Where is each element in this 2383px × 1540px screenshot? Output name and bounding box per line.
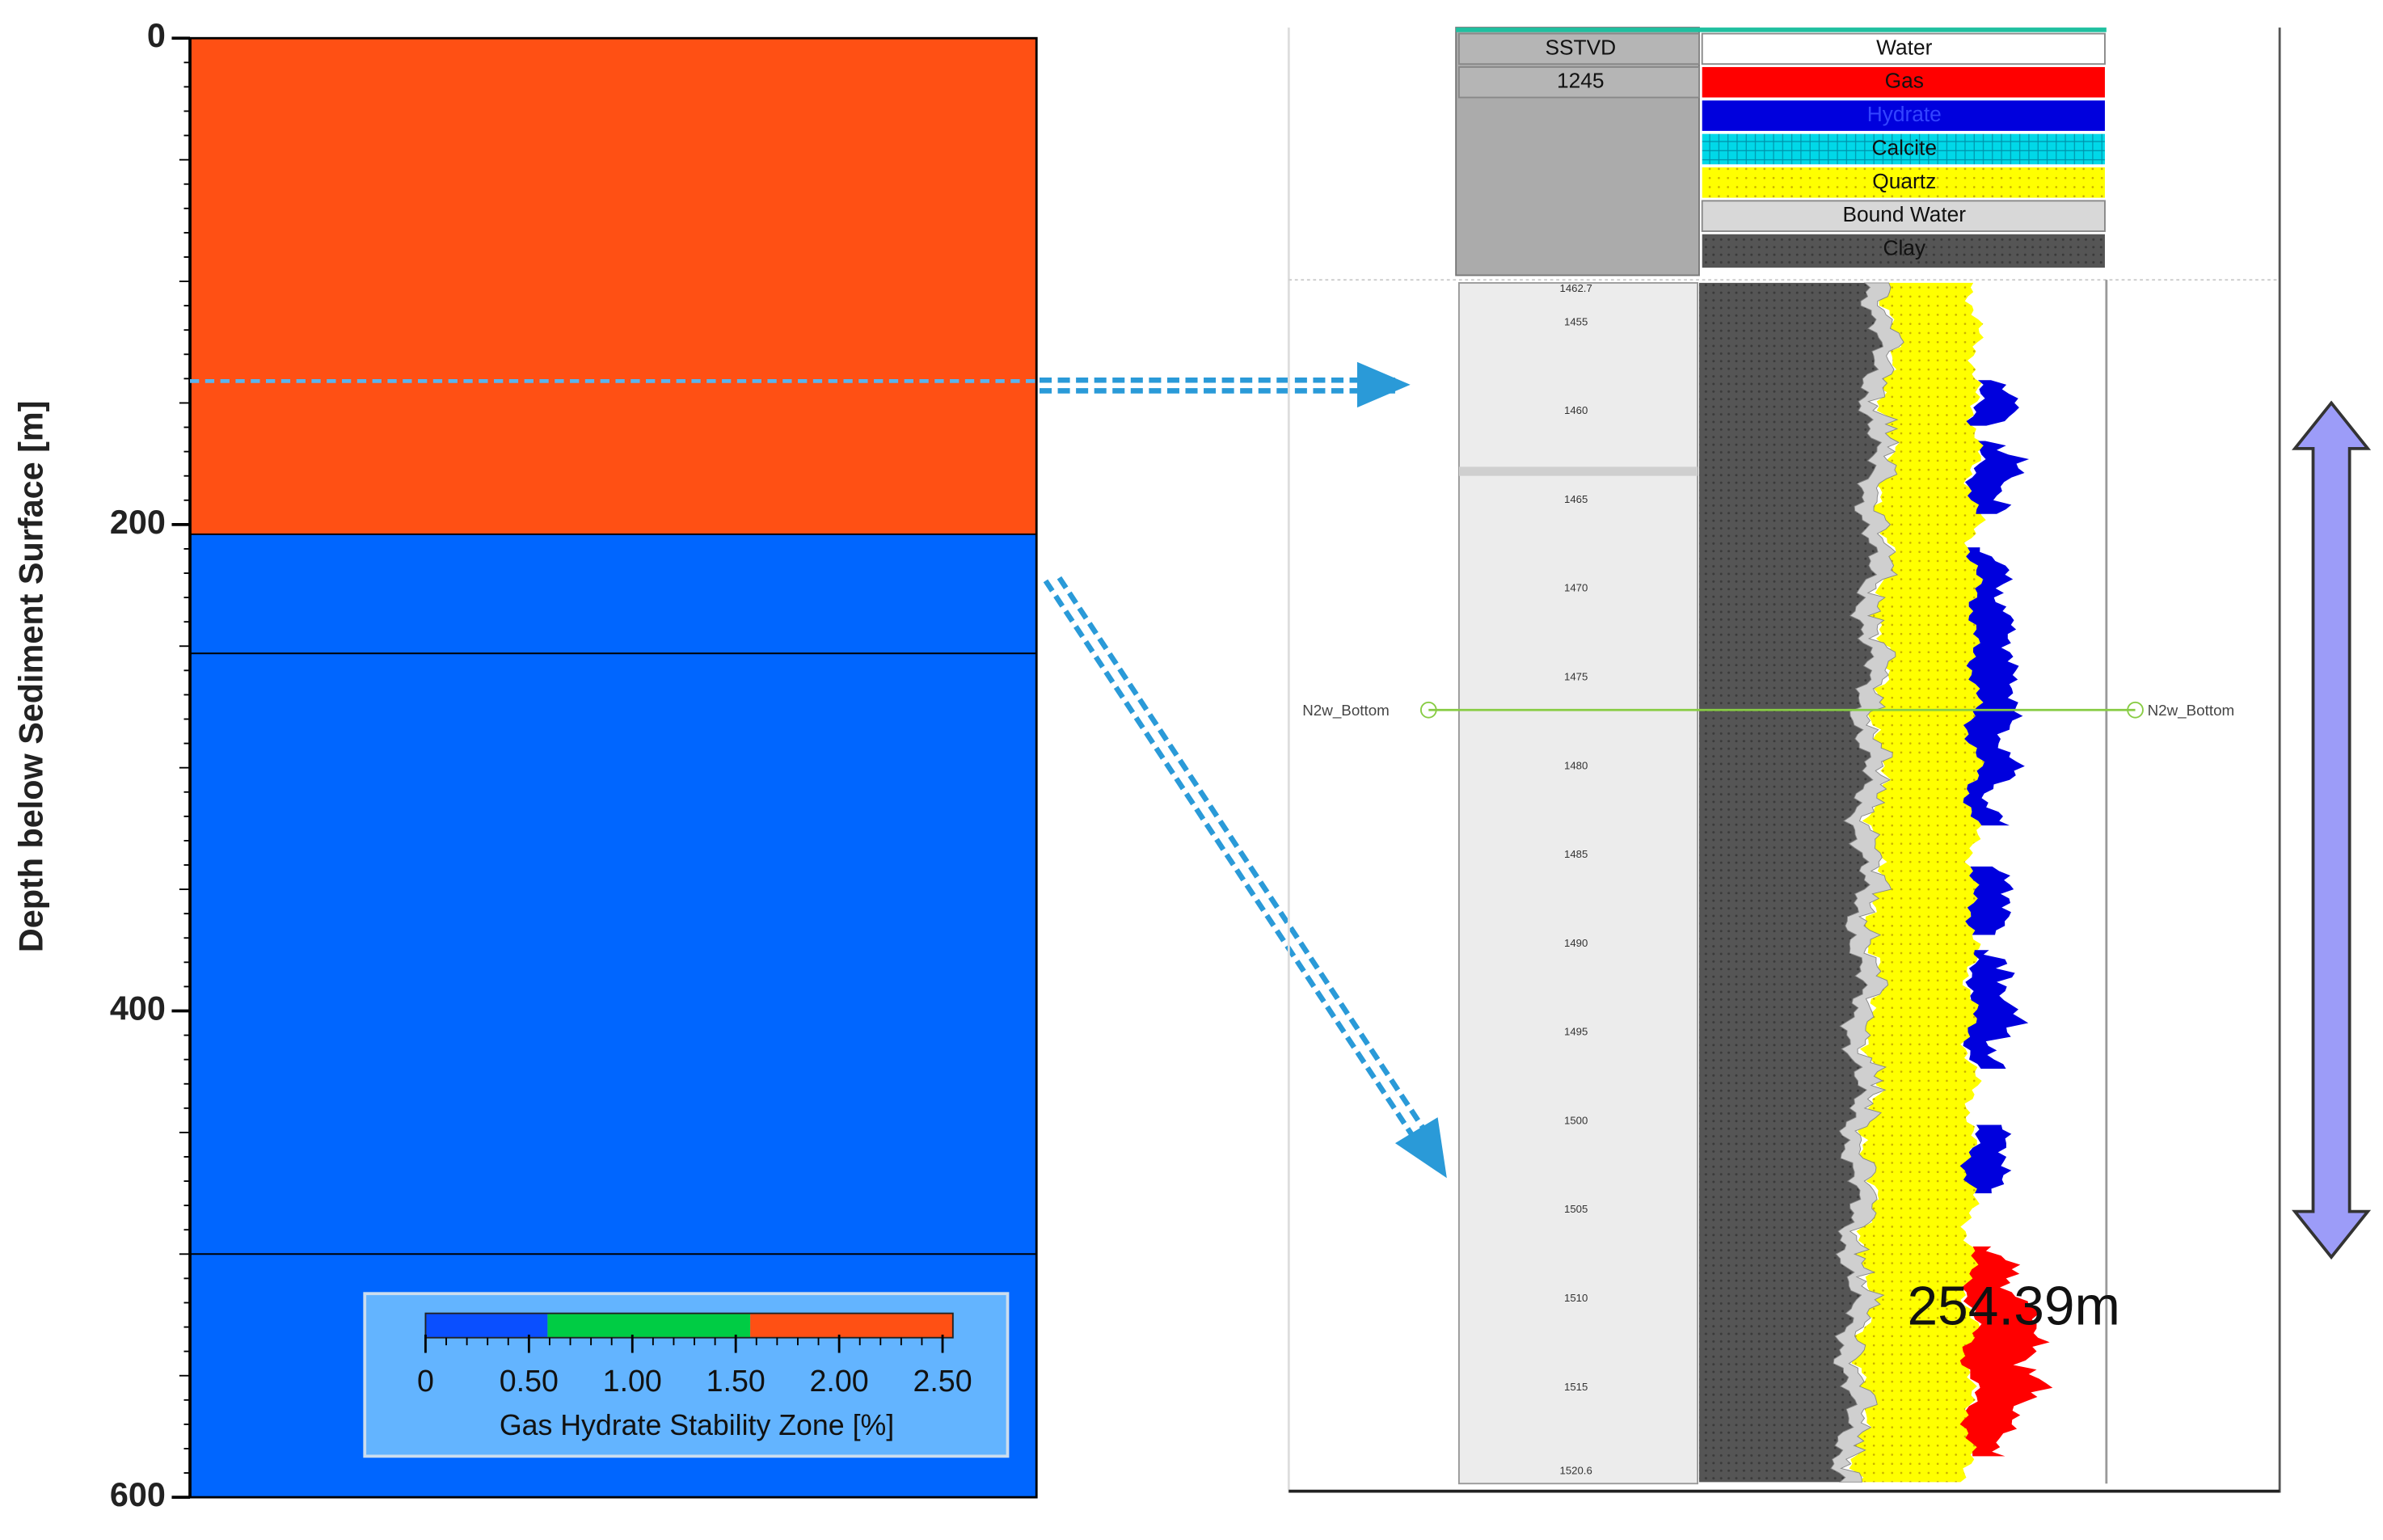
depth-label: 1505: [1564, 1203, 1588, 1215]
colorbar-tick-label: 0: [417, 1364, 434, 1398]
marker-label: N2w_Bottom: [1302, 702, 1390, 719]
legend-swatch: [1701, 200, 2106, 232]
bound-water-area: [1830, 282, 1904, 1483]
legend-swatch: [1702, 167, 2105, 198]
legend-text: Clay: [1883, 236, 1925, 260]
header-text: 1245: [1557, 69, 1605, 93]
legend-text: Bound Water: [1842, 202, 1966, 226]
header-cell: [1457, 32, 1700, 65]
depth-label: 1480: [1564, 759, 1588, 771]
colorbar-tick-label: 1.50: [706, 1364, 766, 1398]
depth-label: 1520.6: [1560, 1465, 1592, 1477]
hydrate-area: [1966, 380, 2019, 426]
hydrate-area: [1965, 866, 2014, 935]
arrow-line: [1057, 576, 1430, 1136]
depth-label: 1510: [1564, 1292, 1588, 1304]
depth-label: 1470: [1564, 582, 1588, 594]
depth-label: 1462.7: [1560, 282, 1592, 294]
depth-label: 1465: [1564, 493, 1588, 505]
colorbar-tick-label: 2.50: [913, 1364, 972, 1398]
hydrate-area: [1959, 1124, 2012, 1194]
hydrate-area: [1963, 547, 2025, 826]
arrowhead: [1394, 1117, 1447, 1179]
colorbar-tick-label: 1.00: [603, 1364, 662, 1398]
log-curves: 1462.7 1455 1460 1465 1470 1475 1480 1485 1490 14…: [1560, 282, 2053, 1483]
legend-text: Calcite: [1872, 135, 1937, 159]
marker-dot: [2127, 701, 2144, 719]
bar-segment: [189, 533, 1038, 655]
well-log: SSTVD 1245 Water Gas Hydrate Calcite Qua…: [1287, 27, 2372, 1493]
colorbar-tick-label: 0.50: [500, 1364, 559, 1398]
colorbar-segment: [547, 1313, 751, 1338]
depth-label: 1495: [1564, 1026, 1588, 1038]
depth-label: 1455: [1564, 315, 1588, 327]
legend-text: Quartz: [1872, 169, 1936, 193]
hydrate-area: [1964, 441, 2030, 514]
header-cell: [1457, 66, 1700, 99]
connector-arrows: [1039, 377, 1430, 1139]
depth-track-band: [1458, 466, 1698, 476]
depth-label: 1500: [1564, 1114, 1588, 1126]
colorbar-segment: [425, 1313, 548, 1338]
depth-label: 1485: [1564, 848, 1588, 860]
legend-swatch: [1702, 100, 2105, 131]
y-tick-label: 600: [110, 1476, 166, 1513]
arrow-line: [1043, 579, 1416, 1139]
legend-swatch: [1702, 234, 2105, 268]
clay-area: [1698, 282, 1883, 1483]
legend-swatch: [1702, 133, 2105, 165]
colorbar-label: Gas Hydrate Stability Zone [%]: [500, 1409, 894, 1441]
arrowhead: [1356, 361, 1411, 408]
gas-area: [1959, 1246, 2053, 1457]
bar-segment: [189, 652, 1038, 1255]
depth-label: 1475: [1564, 670, 1588, 682]
top-strip: [1456, 27, 2107, 32]
header-text: SSTVD: [1545, 35, 1616, 59]
marker-dot: [1419, 701, 1437, 719]
marker-label: N2w_Bottom: [2148, 702, 2235, 719]
y-axis-label: Depth below Sediment Surface [m]: [12, 401, 49, 953]
colorbar-frame: [424, 1312, 954, 1339]
depth-label: 1460: [1564, 404, 1588, 416]
y-tick-label: 400: [110, 989, 166, 1027]
y-tick-label: 0: [147, 17, 166, 54]
legend-text: Water: [1876, 35, 1932, 59]
depth-track: [1457, 281, 1699, 1485]
thickness-label: 254.39m: [1908, 1276, 2120, 1337]
legend-swatch: [1702, 66, 2105, 98]
legend-text: Hydrate: [1867, 102, 1942, 126]
depth-chart: 0 200 400 600 0 0.50 1.00 1.50 2.00 2.50 Gas Hydra…: [110, 17, 1038, 1513]
legend-swatch: [1701, 32, 2106, 65]
hydrate-area: [1963, 950, 2029, 1069]
legend-text: Gas: [1885, 69, 1924, 93]
colorbar-segment: [750, 1313, 953, 1338]
bar-segment: [189, 37, 1038, 535]
colorbar-tick-label: 2.00: [810, 1364, 869, 1398]
depth-label: 1515: [1564, 1381, 1588, 1393]
thickness-arrow: [2292, 400, 2372, 1260]
y-tick-label: 200: [110, 504, 166, 541]
depth-label: 1490: [1564, 937, 1588, 949]
quartz-dots: [1849, 282, 1986, 1483]
